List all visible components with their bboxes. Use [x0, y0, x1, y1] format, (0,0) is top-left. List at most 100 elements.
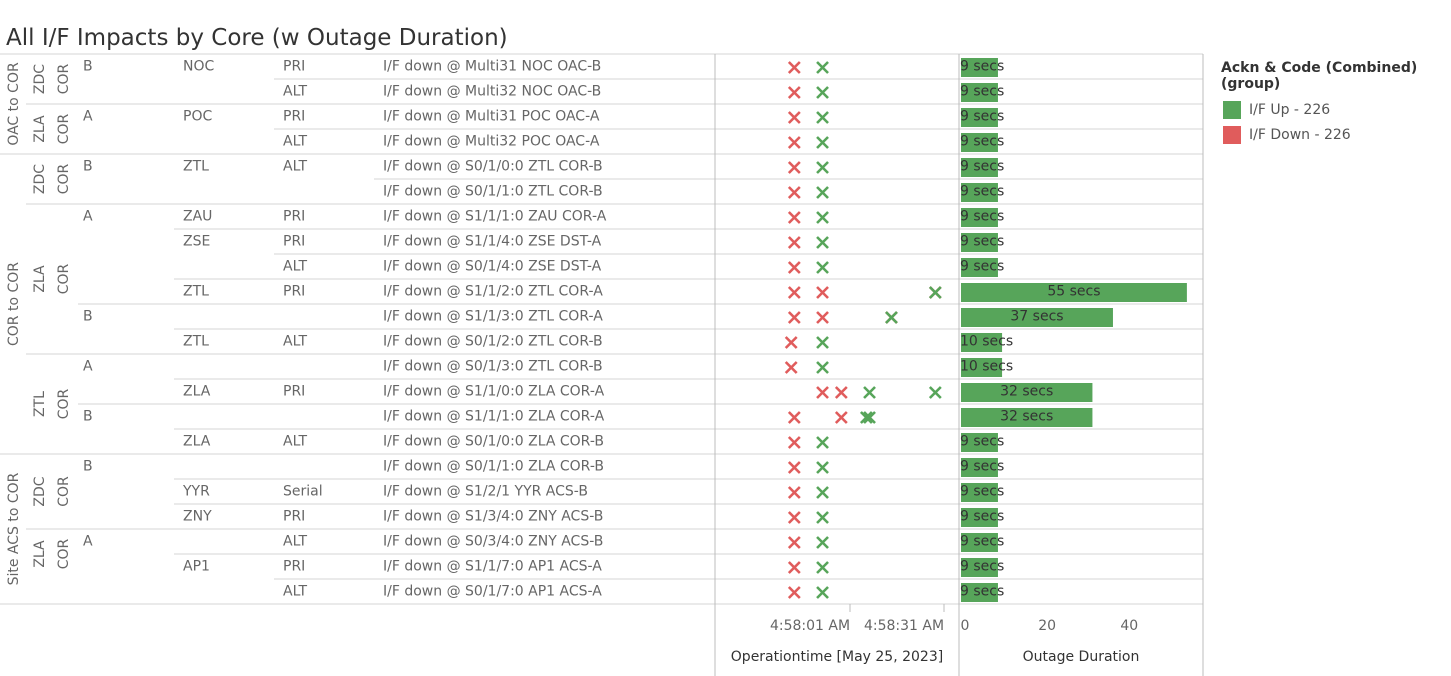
marker-stroke: [787, 136, 801, 149]
marker-stroke: [787, 286, 801, 299]
down-marker[interactable]: [816, 311, 829, 324]
duration-label: 9 secs: [960, 484, 1004, 500]
interface-label: I/F down @ S0/1/2:0 ZTL COR-B: [383, 334, 603, 350]
marker-stroke: [863, 386, 876, 399]
marker-stroke: [787, 311, 801, 324]
marker-stroke: [816, 436, 829, 449]
group-l2-label: ZDC: [32, 164, 48, 194]
up-marker[interactable]: [816, 161, 829, 174]
duration-label: 9 secs: [960, 459, 1004, 475]
link-label: PRI: [283, 234, 305, 250]
up-marker[interactable]: [816, 536, 829, 549]
up-marker[interactable]: [816, 136, 829, 149]
legend-item-down[interactable]: I/F Down - 226: [1221, 122, 1451, 147]
marker-stroke: [816, 211, 829, 224]
up-marker[interactable]: [816, 486, 829, 499]
up-marker[interactable]: [816, 361, 829, 374]
side-label: B: [83, 409, 93, 425]
link-label: ALT: [283, 334, 307, 350]
duration-bar: [961, 508, 998, 527]
down-marker[interactable]: [787, 586, 801, 599]
up-marker[interactable]: [816, 436, 829, 449]
down-marker[interactable]: [784, 336, 798, 349]
down-marker[interactable]: [787, 186, 801, 199]
duration-bar: [961, 258, 998, 277]
up-marker[interactable]: [816, 111, 829, 124]
down-marker[interactable]: [834, 411, 848, 424]
duration-label: 9 secs: [960, 234, 1004, 250]
marker-stroke: [816, 186, 829, 199]
up-marker[interactable]: [863, 386, 876, 399]
up-marker[interactable]: [816, 586, 829, 599]
marker-stroke: [816, 361, 829, 374]
down-marker[interactable]: [787, 511, 801, 524]
duration-tick-label: 20: [1038, 618, 1056, 634]
interface-label: I/F down @ S0/1/7:0 AP1 ACS-A: [383, 584, 602, 600]
down-marker[interactable]: [834, 386, 848, 399]
up-marker[interactable]: [816, 261, 829, 274]
legend-item-up[interactable]: I/F Up - 226: [1221, 97, 1451, 122]
duration-label: 9 secs: [960, 134, 1004, 150]
up-marker[interactable]: [816, 186, 829, 199]
duration-label: 9 secs: [960, 509, 1004, 525]
down-marker[interactable]: [787, 536, 801, 549]
up-marker[interactable]: [816, 236, 829, 249]
marker-stroke: [787, 411, 801, 424]
down-marker[interactable]: [787, 411, 801, 424]
up-marker[interactable]: [816, 86, 829, 99]
side-label: A: [83, 109, 93, 125]
interface-label: I/F down @ S1/1/1:0 ZLA COR-A: [383, 409, 605, 425]
link-label: ALT: [283, 584, 307, 600]
down-marker[interactable]: [787, 236, 801, 249]
marker-stroke: [816, 111, 829, 124]
link-label: PRI: [283, 284, 305, 300]
down-marker[interactable]: [787, 261, 801, 274]
down-marker[interactable]: [784, 361, 798, 374]
down-marker[interactable]: [787, 561, 801, 574]
up-marker[interactable]: [928, 386, 942, 399]
up-marker[interactable]: [816, 561, 829, 574]
duration-bar: [961, 583, 998, 602]
duration-label: 9 secs: [960, 209, 1004, 225]
marker-stroke: [816, 261, 829, 274]
marker-stroke: [885, 311, 898, 324]
down-marker[interactable]: [787, 86, 801, 99]
down-marker[interactable]: [787, 286, 801, 299]
up-marker[interactable]: [928, 286, 942, 299]
marker-stroke: [816, 136, 829, 149]
up-marker[interactable]: [859, 411, 873, 424]
marker-stroke: [816, 486, 829, 499]
down-marker[interactable]: [787, 161, 801, 174]
up-marker[interactable]: [863, 411, 876, 424]
up-marker[interactable]: [885, 311, 898, 324]
down-marker[interactable]: [787, 486, 801, 499]
down-marker[interactable]: [787, 136, 801, 149]
down-marker[interactable]: [787, 461, 801, 474]
duration-label: 9 secs: [960, 59, 1004, 75]
down-marker[interactable]: [816, 386, 829, 399]
down-marker[interactable]: [787, 61, 801, 74]
up-marker[interactable]: [816, 511, 829, 524]
group-l2-label: ZLA: [32, 265, 48, 293]
down-marker[interactable]: [816, 286, 829, 299]
up-marker[interactable]: [816, 61, 829, 74]
down-marker[interactable]: [787, 311, 801, 324]
marker-stroke: [816, 561, 829, 574]
up-marker[interactable]: [816, 211, 829, 224]
down-marker[interactable]: [787, 211, 801, 224]
interface-label: I/F down @ S1/1/4:0 ZSE DST-A: [383, 234, 602, 250]
marker-stroke: [816, 536, 829, 549]
down-marker[interactable]: [787, 111, 801, 124]
marker-stroke: [787, 111, 801, 124]
interface-label: I/F down @ Multi31 NOC OAC-B: [383, 59, 601, 75]
site-label: ZNY: [183, 509, 212, 525]
duration-bar: [961, 458, 998, 477]
side-label: B: [83, 159, 93, 175]
up-marker[interactable]: [816, 336, 829, 349]
up-marker[interactable]: [816, 461, 829, 474]
marker-stroke: [787, 186, 801, 199]
down-marker[interactable]: [787, 436, 801, 449]
duration-label: 10 secs: [960, 359, 1013, 375]
group-l3-label: COR: [56, 263, 72, 294]
link-label: ALT: [283, 434, 307, 450]
